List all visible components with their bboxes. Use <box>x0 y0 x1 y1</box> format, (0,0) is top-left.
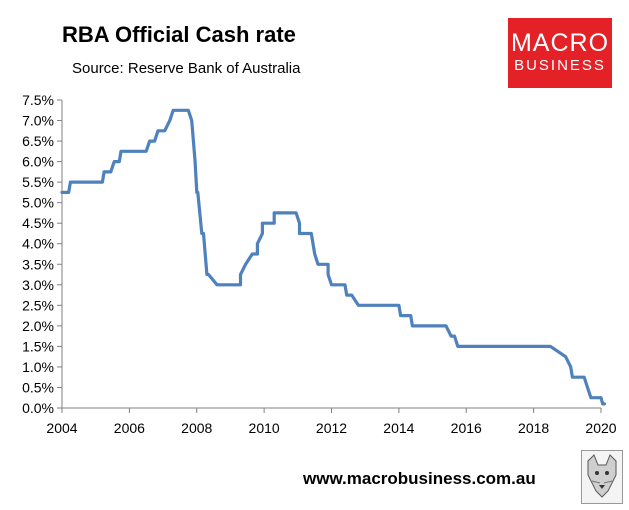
macrobusiness-logo[interactable]: MACRO BUSINESS <box>508 18 612 88</box>
y-tick-label: 3.0% <box>22 277 54 293</box>
y-tick-label: 0.0% <box>22 400 54 416</box>
y-tick-label: 3.5% <box>22 256 54 272</box>
chart-subtitle: Source: Reserve Bank of Australia <box>72 60 301 77</box>
y-tick-label: 2.0% <box>22 318 54 334</box>
x-tick-label: 2010 <box>249 420 280 436</box>
y-tick-label: 6.5% <box>22 133 54 149</box>
y-tick-label: 5.0% <box>22 195 54 211</box>
y-tick-label: 4.0% <box>22 236 54 252</box>
y-tick-label: 7.0% <box>22 113 54 129</box>
y-tick-label: 0.5% <box>22 379 54 395</box>
logo-line1: MACRO <box>510 29 610 57</box>
y-tick-label: 1.5% <box>22 338 54 354</box>
x-tick-label: 2006 <box>114 420 145 436</box>
y-tick-label: 5.5% <box>22 174 54 190</box>
chart-title: RBA Official Cash rate <box>62 22 296 47</box>
x-tick-label: 2014 <box>383 420 414 436</box>
x-tick-label: 2020 <box>585 420 616 436</box>
x-tick-label: 2012 <box>316 420 347 436</box>
x-tick-label: 2004 <box>46 420 77 436</box>
logo-line2: BUSINESS <box>514 57 606 74</box>
cash-rate-line <box>60 108 607 406</box>
x-tick-label: 2008 <box>181 420 212 436</box>
y-tick-label: 7.5% <box>22 92 54 108</box>
x-tick-label: 2018 <box>518 420 549 436</box>
y-tick-label: 2.5% <box>22 297 54 313</box>
x-tick-label: 2016 <box>451 420 482 436</box>
website-url[interactable]: www.macrobusiness.com.au <box>303 469 536 488</box>
y-tick-label: 1.0% <box>22 359 54 375</box>
y-tick-label: 6.0% <box>22 154 54 170</box>
y-tick-label: 4.5% <box>22 215 54 231</box>
wolf-icon <box>581 450 623 504</box>
